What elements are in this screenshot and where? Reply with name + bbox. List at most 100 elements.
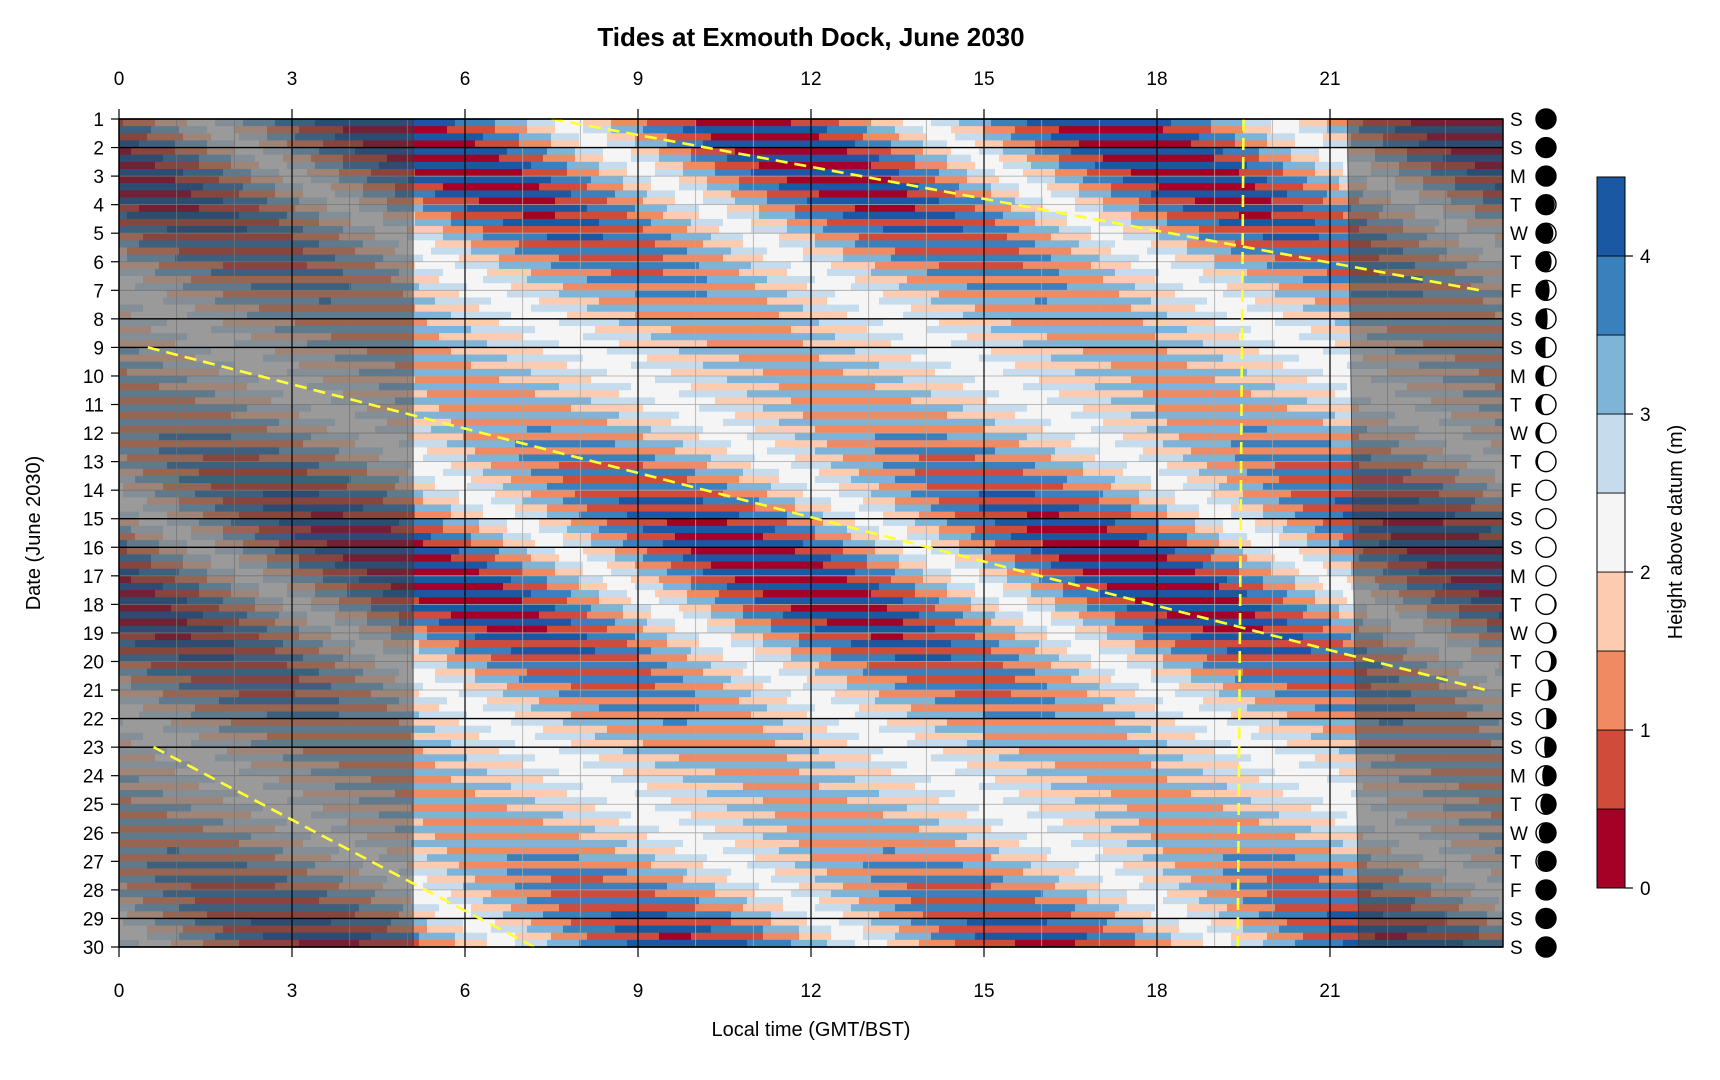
height-cell [431, 533, 472, 541]
height-cell [1187, 247, 1232, 256]
moon-phase-icon [1535, 108, 1557, 130]
height-cell [603, 154, 632, 163]
y-tick-label: 24 [83, 767, 105, 788]
height-cell [471, 904, 512, 912]
height-cell [427, 632, 476, 641]
height-cell [503, 690, 560, 698]
height-cell [667, 882, 716, 891]
moon-phase-icon [1535, 251, 1557, 273]
height-cell [671, 418, 724, 427]
height-cell [1183, 483, 1220, 491]
height-cell [899, 133, 928, 142]
height-cell [391, 525, 444, 534]
moon-phase-icon [1535, 622, 1557, 644]
moon-phase-icon [1535, 222, 1557, 244]
height-cell [1207, 925, 1244, 934]
height-cell [547, 233, 604, 241]
moon-dark-disc [1536, 137, 1556, 158]
height-cell [1331, 618, 1364, 627]
y-tick-label: 20 [83, 652, 104, 673]
height-cell [591, 604, 624, 613]
height-cell [819, 661, 868, 670]
height-cell [675, 190, 704, 199]
height-cell [1027, 404, 1084, 413]
height-cell [831, 461, 884, 470]
height-cell [1279, 540, 1308, 548]
height-cell [1187, 904, 1228, 912]
height-cell [1215, 747, 1276, 755]
height-cell [723, 682, 764, 691]
height-cell [1223, 290, 1276, 299]
height-cell [487, 768, 560, 777]
height-cell [847, 740, 908, 748]
height-cell [1299, 761, 1372, 770]
height-cell [891, 140, 924, 149]
height-cell [643, 461, 708, 470]
height-cell [1031, 590, 1064, 598]
height-cell [803, 304, 860, 313]
height-cell [1315, 161, 1344, 170]
height-cell [715, 161, 760, 170]
height-cell [975, 582, 1004, 591]
height-cell [1163, 697, 1204, 705]
height-cell [819, 897, 860, 905]
height-cell [807, 918, 840, 927]
height-cell [547, 147, 576, 156]
moon-outline [1535, 422, 1557, 444]
height-cell [503, 540, 536, 548]
height-cell [399, 618, 440, 627]
height-cell [667, 518, 728, 527]
moon-outline [1535, 365, 1557, 387]
height-cell [1255, 297, 1316, 306]
height-cell [823, 511, 856, 520]
height-cell [871, 268, 928, 277]
height-cell [1143, 632, 1192, 641]
height-cell [851, 640, 952, 648]
height-cell [1247, 161, 1284, 170]
height-cell [939, 261, 1024, 270]
moon-outline [1535, 764, 1557, 787]
height-cell [735, 411, 804, 420]
height-cell [1099, 647, 1136, 655]
height-cell [1259, 775, 1328, 784]
height-cell [667, 640, 700, 648]
height-cell [1051, 561, 1204, 570]
height-cell [1203, 561, 1240, 570]
height-cell [779, 468, 820, 477]
height-cell [655, 804, 728, 812]
height-cell [619, 411, 680, 420]
height-cell [1279, 475, 1404, 484]
height-cell [999, 154, 1028, 163]
height-cell [1011, 133, 1052, 142]
height-cell [1059, 126, 1164, 134]
height-cell [399, 668, 436, 677]
height-cell [743, 611, 784, 620]
moon-lit-part [1546, 223, 1556, 244]
height-cell [859, 504, 896, 513]
height-cell [527, 547, 556, 556]
height-cell [883, 511, 920, 520]
height-cell [583, 568, 612, 577]
height-cell [655, 454, 712, 463]
height-cell [727, 804, 908, 812]
height-cell [471, 475, 512, 484]
height-cell [1167, 889, 1208, 898]
height-cell [1279, 497, 1336, 506]
height-cell [731, 675, 772, 684]
height-cell [1047, 854, 1096, 862]
height-cell [779, 183, 920, 191]
height-cell [395, 397, 592, 406]
height-cell [719, 590, 764, 598]
height-cell [599, 168, 628, 177]
moon-outline [1535, 736, 1557, 758]
height-cell [863, 668, 1036, 677]
height-cell [927, 483, 1064, 491]
height-cell [695, 468, 744, 477]
height-cell [607, 347, 680, 356]
height-cell [1275, 690, 1412, 698]
height-cell [1055, 761, 1152, 770]
height-cell [871, 119, 904, 127]
height-cell [775, 525, 816, 534]
height-cell [1015, 675, 1072, 684]
height-cell [691, 647, 724, 655]
